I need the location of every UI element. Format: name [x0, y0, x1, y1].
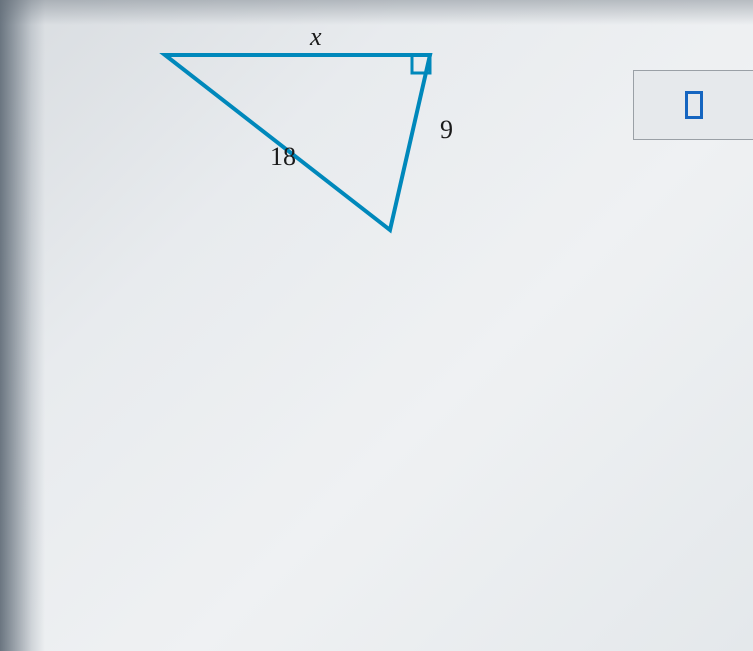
label-right-side: 9 [440, 115, 453, 145]
label-top-side: x [310, 22, 322, 52]
label-hypotenuse: 18 [270, 142, 296, 172]
left-vignette [0, 0, 45, 651]
top-vignette [0, 0, 753, 25]
triangle-svg [140, 30, 480, 270]
answer-input-placeholder-icon [685, 91, 703, 119]
triangle-diagram: x 9 18 [140, 30, 480, 270]
answer-input-container[interactable] [633, 70, 753, 140]
triangle-shape [165, 55, 430, 230]
